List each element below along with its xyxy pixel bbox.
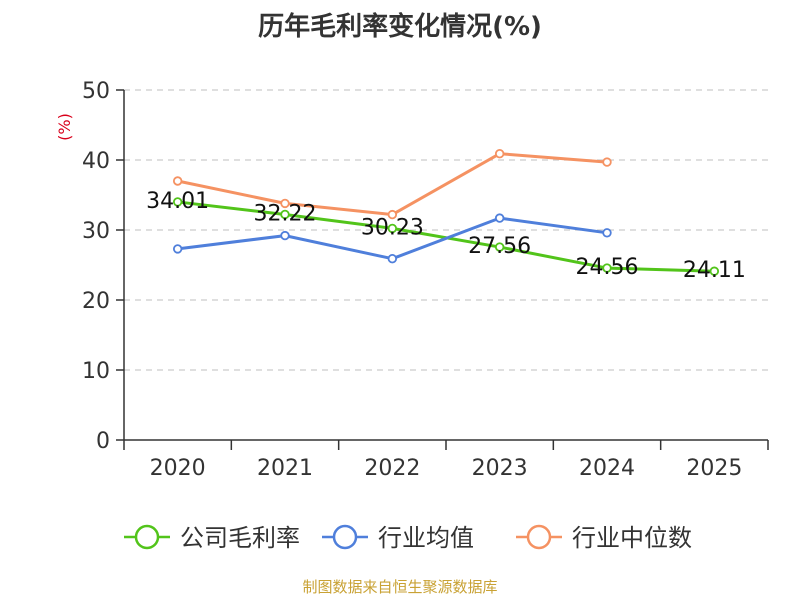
data-point	[494, 242, 505, 252]
data-label: 32.22	[254, 201, 317, 226]
data-label: 27.56	[468, 234, 531, 259]
data-point	[602, 263, 612, 273]
data-point	[387, 223, 398, 234]
legend-marker	[526, 524, 552, 550]
y-tick-label: 50	[82, 79, 110, 104]
data-point	[387, 209, 398, 220]
data-point	[172, 197, 183, 207]
legend-marker	[134, 524, 160, 550]
data-point	[280, 209, 290, 220]
data-point	[602, 228, 612, 238]
legend-label: 行业中位数	[572, 524, 692, 552]
y-tick-label: 0	[96, 429, 110, 454]
y-unit-label: (%)	[55, 113, 74, 141]
data-point	[280, 198, 290, 209]
data-label: 24.11	[683, 258, 746, 283]
series-line-3	[176, 152, 609, 217]
x-tick-label: 2023	[472, 456, 528, 481]
data-point	[387, 254, 398, 264]
y-tick-label: 30	[82, 219, 110, 244]
x-tick-label: 2021	[257, 456, 313, 481]
data-label: 34.01	[146, 189, 209, 214]
legend-label: 行业均值	[378, 524, 474, 552]
data-label: 24.56	[576, 255, 639, 280]
data-point	[494, 213, 505, 223]
source-note: 制图数据来自恒生聚源数据库	[302, 578, 498, 596]
data-point	[172, 244, 183, 254]
data-point	[602, 157, 612, 167]
data-point	[494, 148, 505, 159]
x-tick-label: 2022	[364, 456, 420, 481]
y-tick-label: 10	[82, 359, 110, 384]
y-tick-label: 40	[82, 149, 110, 174]
data-point	[172, 176, 183, 186]
legend-label: 公司毛利率	[180, 524, 300, 552]
x-tick-label: 2025	[686, 456, 742, 481]
data-point	[280, 230, 290, 241]
legend-marker	[332, 524, 358, 550]
data-label: 30.23	[361, 215, 424, 240]
data-point	[709, 266, 720, 276]
x-tick-label: 2020	[150, 456, 206, 481]
chart-title: 历年毛利率变化情况(%)	[258, 12, 542, 42]
x-tick-label: 2024	[579, 456, 635, 481]
y-tick-label: 20	[82, 289, 110, 314]
